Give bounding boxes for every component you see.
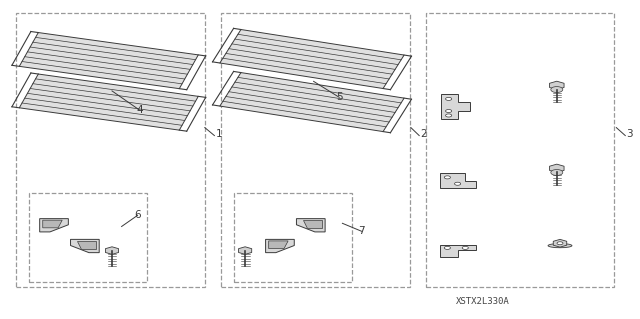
Text: XSTX2L330A: XSTX2L330A xyxy=(456,297,510,306)
Polygon shape xyxy=(553,239,567,247)
Polygon shape xyxy=(440,245,476,257)
Circle shape xyxy=(454,182,461,185)
Circle shape xyxy=(551,86,563,93)
Polygon shape xyxy=(106,247,118,254)
Polygon shape xyxy=(239,247,252,254)
Bar xyxy=(426,13,614,287)
Polygon shape xyxy=(550,81,564,90)
Bar xyxy=(221,13,410,287)
Text: 3: 3 xyxy=(627,129,633,139)
Bar xyxy=(234,193,352,282)
Text: 6: 6 xyxy=(134,210,141,220)
Polygon shape xyxy=(440,173,476,188)
Ellipse shape xyxy=(548,243,572,248)
Polygon shape xyxy=(550,164,564,173)
Polygon shape xyxy=(19,74,198,130)
Text: 5: 5 xyxy=(336,92,342,102)
Polygon shape xyxy=(220,73,404,131)
Polygon shape xyxy=(303,220,322,228)
Text: 4: 4 xyxy=(136,105,143,115)
Polygon shape xyxy=(266,239,294,253)
Polygon shape xyxy=(296,219,325,232)
Bar xyxy=(16,13,205,287)
Polygon shape xyxy=(77,241,96,249)
Polygon shape xyxy=(220,30,404,88)
Text: 2: 2 xyxy=(420,129,427,139)
Circle shape xyxy=(445,109,452,113)
Circle shape xyxy=(551,169,563,175)
Polygon shape xyxy=(269,241,288,249)
Polygon shape xyxy=(441,94,470,119)
Bar xyxy=(29,193,147,282)
Circle shape xyxy=(445,97,452,100)
Circle shape xyxy=(444,176,451,179)
Circle shape xyxy=(444,246,451,249)
Polygon shape xyxy=(19,33,198,89)
Text: 1: 1 xyxy=(216,129,222,139)
Polygon shape xyxy=(40,219,68,232)
Circle shape xyxy=(462,246,468,249)
Polygon shape xyxy=(43,220,62,228)
Circle shape xyxy=(557,242,563,245)
Text: 7: 7 xyxy=(358,226,365,236)
Polygon shape xyxy=(70,239,99,253)
Circle shape xyxy=(445,114,452,117)
